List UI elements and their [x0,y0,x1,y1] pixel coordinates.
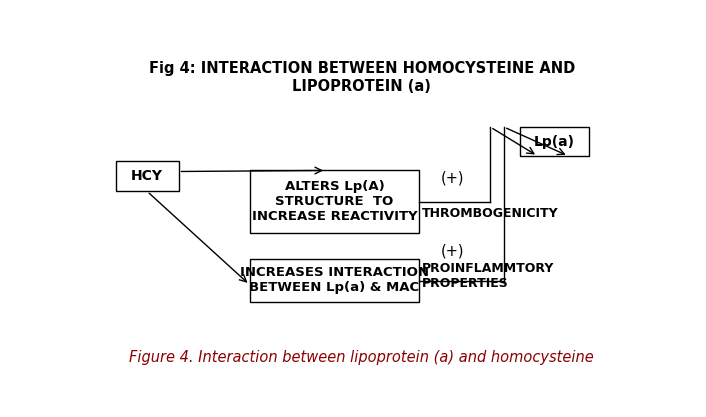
Text: HCY: HCY [131,169,163,183]
Text: Fig 4: INTERACTION BETWEEN HOMOCYSTEINE AND
LIPOPROTEIN (a): Fig 4: INTERACTION BETWEEN HOMOCYSTEINE … [149,61,575,94]
Text: THROMBOGENICITY: THROMBOGENICITY [422,207,558,220]
Text: (+): (+) [441,243,464,258]
Text: Lp(a): Lp(a) [534,135,575,148]
Text: PROINFLAMMTORY
PROPERTIES: PROINFLAMMTORY PROPERTIES [422,262,554,290]
FancyBboxPatch shape [250,259,419,302]
FancyBboxPatch shape [116,161,179,191]
Text: ALTERS Lp(A)
STRUCTURE  TO
INCREASE REACTIVITY: ALTERS Lp(A) STRUCTURE TO INCREASE REACT… [251,180,417,223]
Text: INCREASES INTERACTION
BETWEEN Lp(a) & MAC: INCREASES INTERACTION BETWEEN Lp(a) & MA… [240,266,429,294]
Text: (+): (+) [441,171,464,186]
FancyBboxPatch shape [520,127,589,156]
Text: Figure 4. Interaction between lipoprotein (a) and homocysteine: Figure 4. Interaction between lipoprotei… [129,350,594,365]
FancyBboxPatch shape [250,171,419,233]
